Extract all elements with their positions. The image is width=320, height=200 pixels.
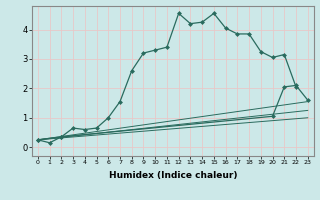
X-axis label: Humidex (Indice chaleur): Humidex (Indice chaleur) [108, 171, 237, 180]
